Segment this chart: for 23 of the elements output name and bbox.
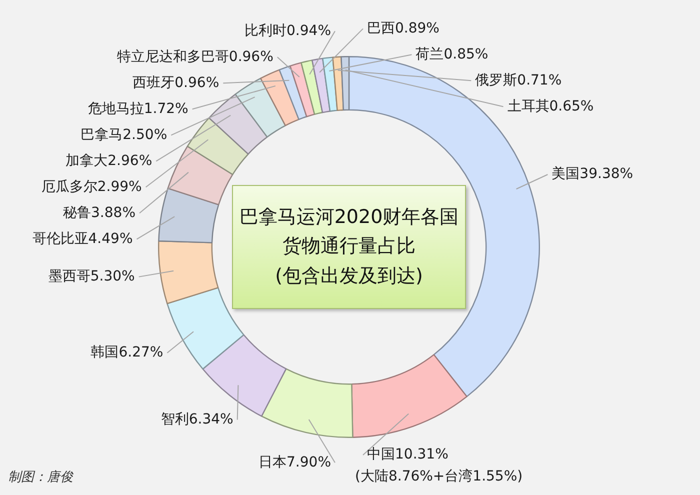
text: 制图：唐俊 [8,469,73,486]
slice-label: 厄瓜多尔2.99% [41,178,142,195]
text: (大陆8.76%+台湾1.55%) [355,468,523,485]
slice-label: 荷兰0.85% [416,46,488,62]
slice-label: 危地马拉1.72% [88,100,188,117]
slice-label: 俄罗斯0.71% [475,72,562,88]
slice-label: 土耳其0.65% [507,98,594,114]
slice-label: 西班牙0.96% [132,74,220,91]
slice-label: 日本7.90% [258,454,331,470]
slice-label: 加拿大2.96% [66,152,152,169]
slice-label: 中国10.31% [367,446,448,463]
slice-label: 哥伦比亚4.49% [32,230,133,247]
slice-label: 智利6.34% [160,411,234,428]
slice-label: 韩国6.27% [90,344,164,361]
slice-label: 墨西哥5.30% [48,268,135,284]
slice-label: 比利时0.94% [244,22,331,39]
slice-label: 巴西0.89% [367,20,440,36]
slice-label: 秘鲁3.88% [63,204,136,221]
slice-label: 美国39.38% [552,166,634,182]
slice-label: 特立尼达和多巴哥0.96% [116,48,274,65]
text: (包含出发及到达) [275,264,423,289]
text: 巴拿马运河2020财年各国货物通行量占比 [238,204,460,260]
slice-label: 巴拿马2.50% [80,126,168,143]
